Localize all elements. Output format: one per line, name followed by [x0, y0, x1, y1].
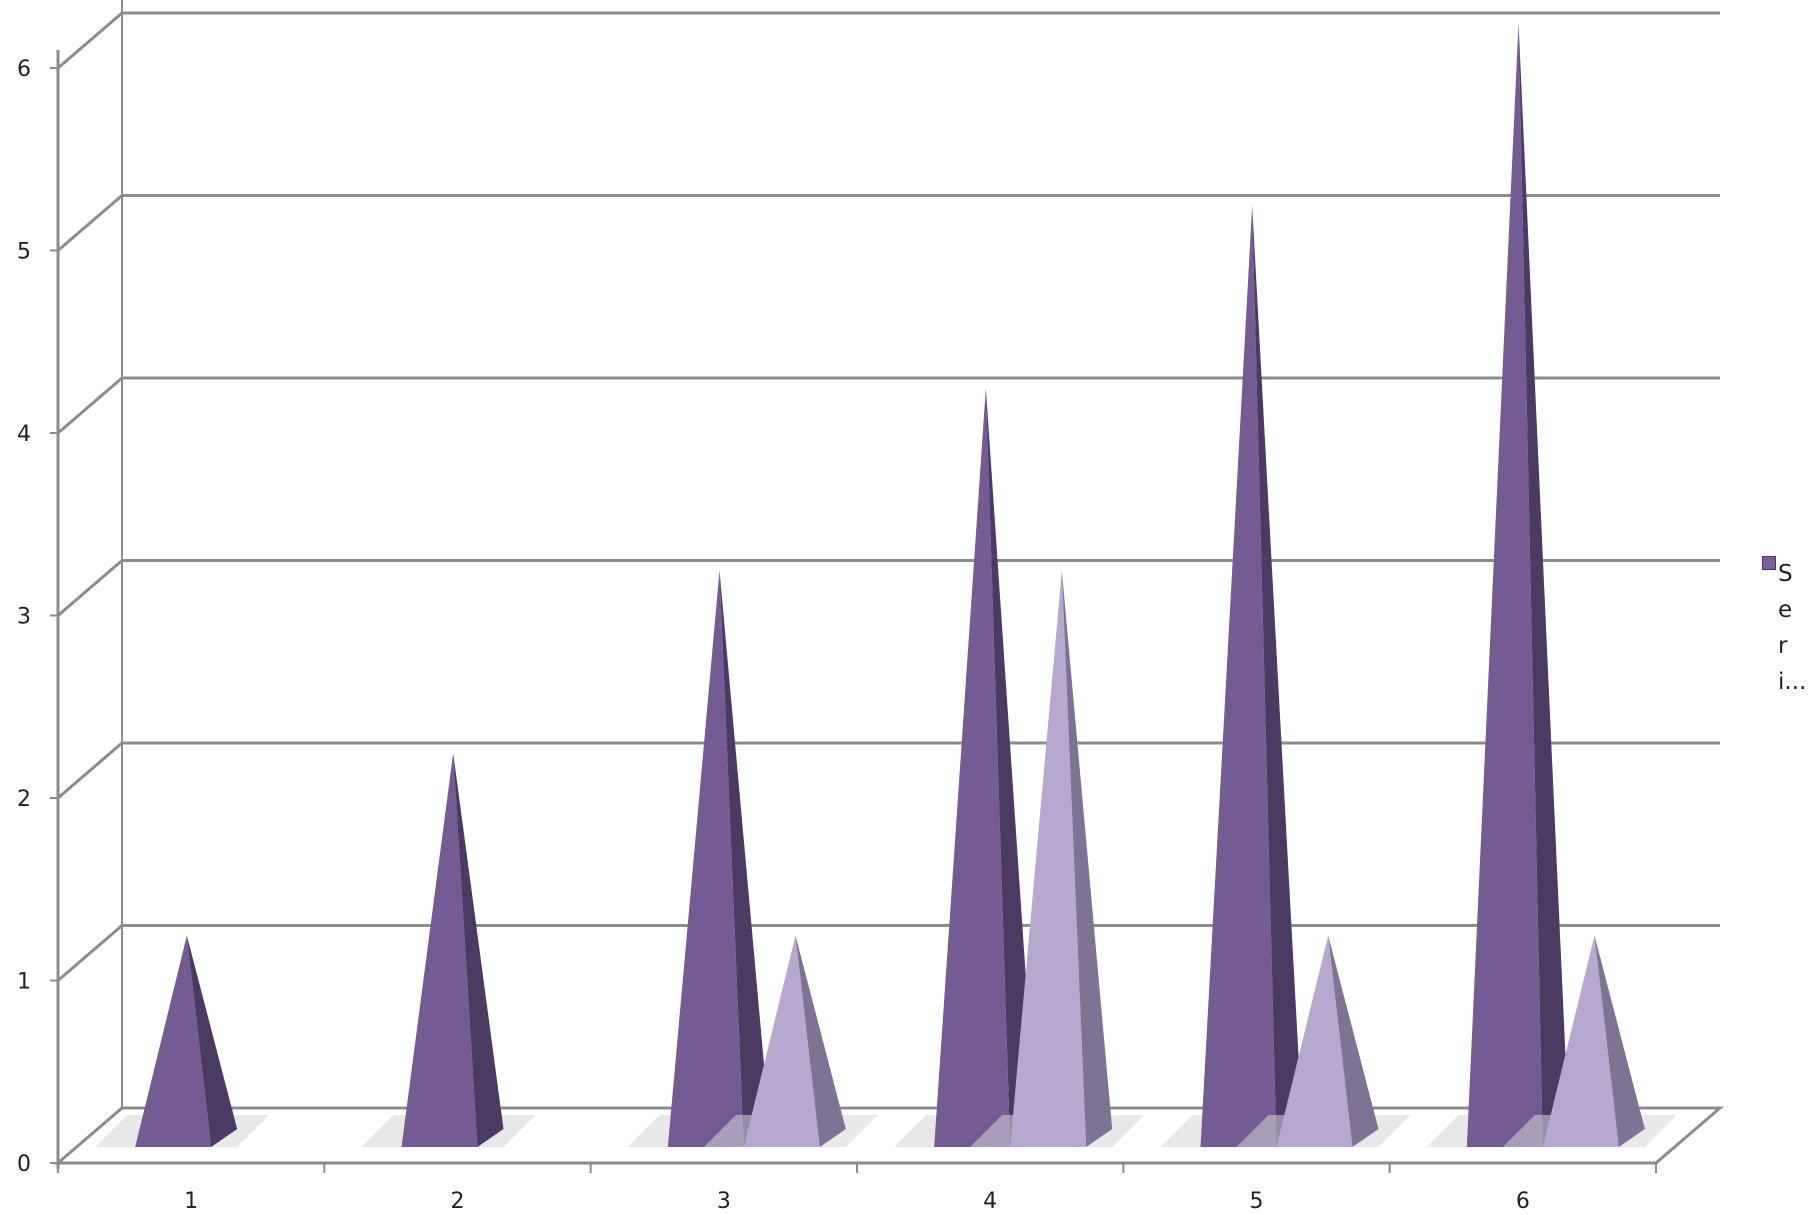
x-tick-label: 2 — [451, 1189, 465, 1214]
pyramid-side-face — [719, 570, 770, 1147]
pyramid — [95, 935, 270, 1147]
pyramid — [361, 753, 536, 1147]
grid-line-side — [57, 741, 123, 800]
pyramid-front-face — [1200, 205, 1277, 1147]
pyramid-side-face — [795, 935, 846, 1147]
y-tick-label: 6 — [17, 57, 31, 82]
legend: Seri... — [1762, 556, 1807, 700]
x-tick-label: 4 — [983, 1189, 997, 1214]
pyramid-front-face — [1010, 570, 1087, 1147]
y-tick-label: 0 — [17, 1152, 31, 1177]
pyramid-side-face — [985, 388, 1037, 1147]
grid-line-side — [57, 376, 123, 435]
y-tick-label: 5 — [17, 240, 31, 265]
x-tick-label: 5 — [1250, 1189, 1264, 1214]
grid-line-side — [57, 194, 123, 252]
chart-walls — [56, 0, 123, 1169]
pyramid-front-face — [743, 935, 820, 1147]
pyramid-front-face — [135, 935, 212, 1147]
x-axis: 1 2 3 4 5 6 — [57, 1163, 1657, 1214]
grid-lines — [57, 11, 1720, 982]
y-tick-label: 3 — [17, 605, 31, 630]
grid-line-side — [57, 559, 123, 617]
pyramid-front-face — [1276, 935, 1353, 1147]
pyramid-side-face — [1061, 570, 1113, 1147]
pyramid-side-face — [1594, 935, 1645, 1147]
pyramid — [894, 388, 1069, 1147]
side-wall — [58, 0, 122, 1163]
pyramid-front-face — [401, 753, 478, 1147]
x-tick-label: 1 — [184, 1189, 198, 1214]
y-axis-ticks: 0 1 2 3 4 5 6 — [17, 57, 58, 1177]
pyramid — [1236, 935, 1411, 1147]
pyramid-side-face — [453, 753, 504, 1147]
legend-label: Seri... — [1778, 561, 1807, 695]
pyramid-front-face — [1466, 23, 1543, 1147]
pyramid-side-face — [186, 935, 238, 1147]
pyramid-side-face — [1518, 23, 1569, 1147]
y-tick-label: 2 — [17, 787, 31, 812]
pyramid — [1426, 23, 1601, 1147]
legend-swatch — [1762, 556, 1776, 570]
grid-line-side — [57, 11, 123, 70]
pyramid-side-face — [1252, 205, 1303, 1147]
grid-line-side — [57, 924, 123, 982]
x-tick-label: 3 — [717, 1189, 731, 1214]
x-tick-label: 6 — [1516, 1189, 1530, 1214]
y-tick-label: 1 — [17, 970, 31, 995]
pyramid — [1160, 205, 1335, 1147]
y-tick-label: 4 — [17, 422, 31, 447]
pyramid-side-face — [1328, 935, 1379, 1147]
pyramid — [703, 935, 878, 1147]
pyramid — [970, 570, 1145, 1147]
pyramid-front-face — [667, 570, 744, 1147]
pyramid-front-face — [934, 388, 1011, 1147]
pyramid-marks — [95, 23, 1677, 1147]
pyramid-front-face — [1542, 935, 1619, 1147]
pyramid — [1502, 935, 1677, 1147]
